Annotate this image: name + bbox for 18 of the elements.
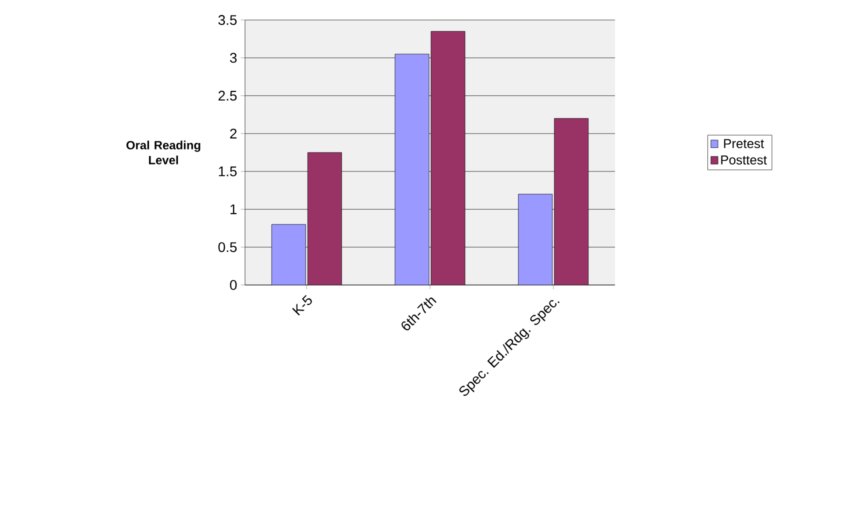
y-tick-label: 2 xyxy=(230,128,237,138)
y-tick-label: 3 xyxy=(230,52,237,63)
x-tick-label: K-5 xyxy=(292,295,312,316)
bar xyxy=(271,224,306,285)
bar xyxy=(554,118,589,285)
legend-label: Pretest xyxy=(724,139,764,148)
y-tick-label: 3.5 xyxy=(218,15,237,25)
legend-label: Posttest xyxy=(721,155,767,165)
y-tick-label: 0.5 xyxy=(218,242,237,252)
y-tick-label: 1 xyxy=(230,204,237,214)
y-tick-label: 0 xyxy=(230,280,237,290)
bar xyxy=(307,152,342,285)
y-axis-title: Oral Reading Level xyxy=(126,140,200,164)
y-tick-label: 2.5 xyxy=(218,90,237,101)
bar xyxy=(518,194,553,285)
y-tick-label: 1.5 xyxy=(218,166,237,176)
bar xyxy=(394,54,430,285)
bar xyxy=(430,31,466,285)
